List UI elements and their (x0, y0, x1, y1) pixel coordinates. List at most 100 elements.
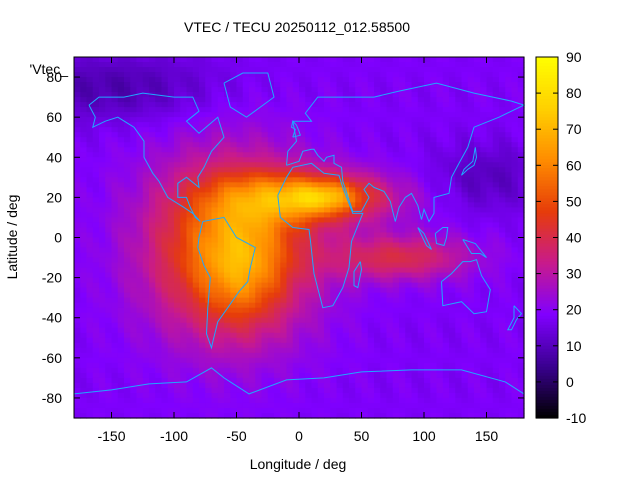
heatmap-cell (517, 182, 525, 188)
heatmap-cell (92, 102, 100, 108)
heatmap-cell (149, 242, 156, 249)
heatmap-cell (180, 332, 188, 339)
heatmap-cell (74, 142, 81, 148)
heatmap-cell (186, 157, 194, 163)
heatmap-cell (167, 137, 175, 143)
heatmap-cell (105, 342, 113, 349)
heatmap-cell (474, 232, 481, 239)
heatmap-cell (211, 142, 219, 148)
heatmap-cell (499, 267, 506, 274)
heatmap-cell (349, 382, 356, 389)
heatmap-cell (130, 367, 138, 374)
heatmap-cell (305, 67, 313, 73)
heatmap-cell (130, 307, 138, 314)
heatmap-cell (317, 332, 325, 339)
heatmap-cell (280, 352, 288, 359)
heatmap-cell (261, 132, 269, 138)
heatmap-cell (317, 67, 325, 73)
heatmap-cell (505, 392, 513, 399)
heatmap-cell (499, 247, 506, 254)
heatmap-cell (180, 372, 188, 379)
heatmap-cell (180, 92, 188, 98)
heatmap-cell (80, 357, 88, 364)
heatmap-cell (261, 352, 269, 359)
heatmap-cell (374, 87, 381, 93)
heatmap-cell (105, 392, 113, 399)
heatmap-cell (74, 217, 81, 224)
heatmap-cell (386, 167, 394, 173)
heatmap-cell (224, 337, 231, 344)
heatmap-cell (205, 262, 213, 269)
heatmap-cell (167, 67, 175, 73)
heatmap-cell (236, 357, 244, 364)
heatmap-cell (480, 157, 488, 163)
heatmap-cell (280, 77, 288, 83)
heatmap-cell (86, 377, 94, 384)
heatmap-cell (130, 402, 138, 409)
heatmap-cell (149, 377, 156, 384)
heatmap-cell (405, 172, 413, 178)
heatmap-cell (167, 187, 175, 193)
heatmap-cell (242, 302, 250, 309)
heatmap-cell (405, 212, 413, 219)
heatmap-cell (486, 242, 494, 249)
heatmap-cell (305, 162, 313, 168)
heatmap-cell (161, 262, 169, 269)
heatmap-cell (442, 187, 450, 193)
heatmap-cell (174, 392, 181, 399)
heatmap-cell (199, 202, 206, 209)
heatmap-cell (374, 137, 381, 143)
heatmap-cell (286, 67, 294, 73)
heatmap-cell (217, 292, 225, 299)
heatmap-cell (474, 367, 481, 374)
heatmap-cell (386, 302, 394, 309)
heatmap-cell (330, 222, 338, 229)
heatmap-cell (274, 287, 281, 294)
heatmap-cell (324, 217, 331, 224)
heatmap-cell (455, 287, 463, 294)
heatmap-cell (474, 347, 481, 354)
heatmap-cell (430, 87, 438, 93)
heatmap-cell (442, 172, 450, 178)
heatmap-cell (399, 187, 406, 193)
heatmap-cell (274, 297, 281, 304)
heatmap-cell (349, 77, 356, 83)
heatmap-cell (267, 72, 275, 78)
heatmap-cell (117, 272, 125, 279)
heatmap-cell (474, 172, 481, 178)
heatmap-cell (192, 317, 200, 324)
heatmap-cell (142, 352, 150, 359)
heatmap-cell (492, 217, 500, 224)
heatmap-cell (486, 397, 494, 404)
heatmap-cell (311, 122, 319, 128)
heatmap-cell (480, 357, 488, 364)
heatmap-cell (74, 122, 81, 128)
heatmap-cell (267, 87, 275, 93)
heatmap-cell (449, 77, 456, 83)
heatmap-cell (124, 217, 131, 224)
heatmap-cell (274, 87, 281, 93)
heatmap-cell (517, 92, 525, 98)
heatmap-cell (155, 337, 163, 344)
heatmap-cell (305, 237, 313, 244)
heatmap-cell (430, 82, 438, 88)
heatmap-cell (499, 387, 506, 394)
heatmap-cell (442, 332, 450, 339)
heatmap-cell (161, 272, 169, 279)
heatmap-cell (167, 362, 175, 369)
heatmap-cell (517, 247, 525, 254)
heatmap-cell (455, 197, 463, 203)
heatmap-cell (361, 137, 369, 143)
heatmap-cell (474, 197, 481, 203)
heatmap-cell (180, 342, 188, 349)
heatmap-cell (424, 307, 431, 314)
heatmap-cell (167, 72, 175, 78)
heatmap-cell (105, 212, 113, 219)
heatmap-cell (92, 377, 100, 384)
heatmap-cell (405, 357, 413, 364)
heatmap-cell (461, 162, 469, 168)
heatmap-cell (399, 192, 406, 198)
heatmap-cell (386, 217, 394, 224)
heatmap-cell (324, 62, 331, 68)
heatmap-cell (124, 252, 131, 259)
